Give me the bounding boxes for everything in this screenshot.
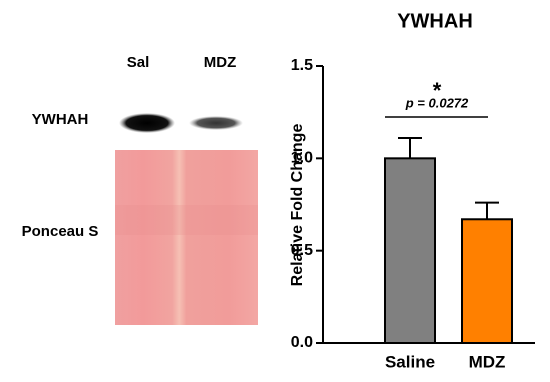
chart-title: YWHAH (397, 10, 473, 32)
blot-band (119, 113, 175, 133)
x-tick-label: MDZ (469, 352, 506, 371)
y-tick-label: 1.5 (291, 57, 313, 74)
lane-label: MDZ (204, 54, 237, 71)
y-axis-label: Relative Fold Change (289, 124, 306, 287)
ponceau-stain (115, 150, 258, 325)
blot-band (189, 116, 243, 130)
bar (461, 218, 513, 344)
y-tick-label: 1.0 (291, 150, 313, 167)
lane-label: Sal (127, 54, 150, 71)
row-label: YWHAH (32, 111, 89, 128)
row-label: Ponceau S (22, 223, 99, 240)
y-tick-label: 0.5 (291, 242, 313, 259)
bar (384, 157, 436, 344)
y-tick-label: 0.0 (291, 334, 313, 351)
significance-marker: * (433, 78, 442, 103)
plot: 0.0 0.5 1.0 1.5 Saline MDZ *p = 0.0272 (291, 57, 535, 371)
x-tick-label: Saline (385, 352, 435, 371)
ponceau-band (115, 205, 258, 235)
p-value: p = 0.0272 (405, 95, 469, 110)
